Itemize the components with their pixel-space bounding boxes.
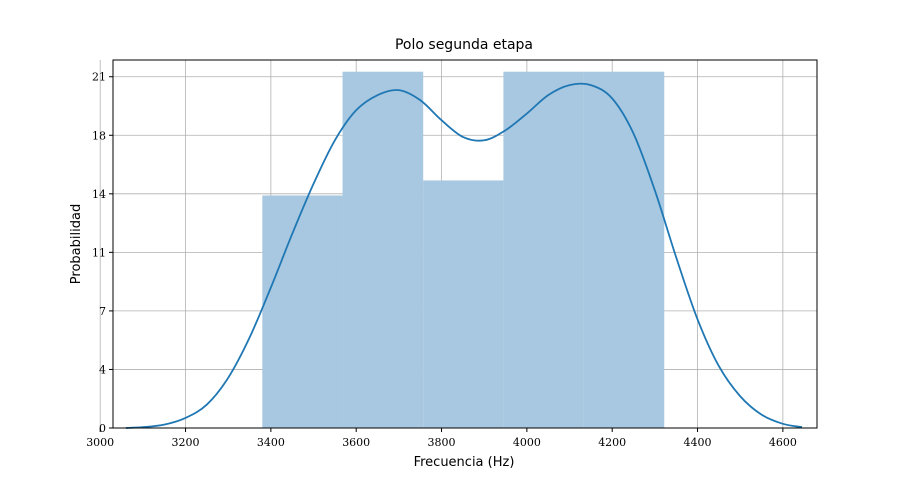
y-tick-label: 18 bbox=[92, 129, 106, 142]
x-tick-label: 3800 bbox=[428, 436, 456, 449]
y-tick-label: 7 bbox=[99, 305, 106, 318]
histogram-bar bbox=[583, 71, 665, 428]
x-tick-label: 3400 bbox=[257, 436, 285, 449]
x-tick-label: 3000 bbox=[86, 436, 114, 449]
histogram-bar bbox=[342, 71, 424, 428]
kde-line bbox=[125, 82, 803, 429]
histogram-bar bbox=[503, 71, 584, 428]
y-tick-label: 14 bbox=[92, 188, 106, 201]
x-axis-label: Frecuencia (Hz) bbox=[414, 455, 515, 470]
histogram-bar bbox=[423, 180, 504, 428]
y-tick-label: 21 bbox=[92, 71, 106, 84]
chart-title: Polo segunda etapa bbox=[395, 37, 533, 53]
y-tick-label: 0 bbox=[99, 422, 106, 435]
x-tick-label: 4200 bbox=[598, 436, 626, 449]
x-tick-label: 3600 bbox=[342, 436, 370, 449]
histogram-bar bbox=[262, 195, 343, 428]
histogram-bars bbox=[262, 71, 665, 428]
y-tick-label: 4 bbox=[99, 363, 106, 376]
density-curve bbox=[125, 82, 803, 429]
x-tick-label: 4000 bbox=[513, 436, 541, 449]
plot-frame bbox=[112, 59, 818, 429]
x-tick-label: 4600 bbox=[769, 436, 797, 449]
y-axis-label: Probabilidad bbox=[69, 204, 84, 284]
x-tick-label: 4400 bbox=[684, 436, 712, 449]
axis-ticks: 3000 3200 3400 3600 3800 4000 4200 4400 4600 0 4 7 1… bbox=[86, 71, 797, 449]
x-tick-label: 3200 bbox=[172, 436, 200, 449]
y-tick-label: 11 bbox=[92, 246, 106, 259]
